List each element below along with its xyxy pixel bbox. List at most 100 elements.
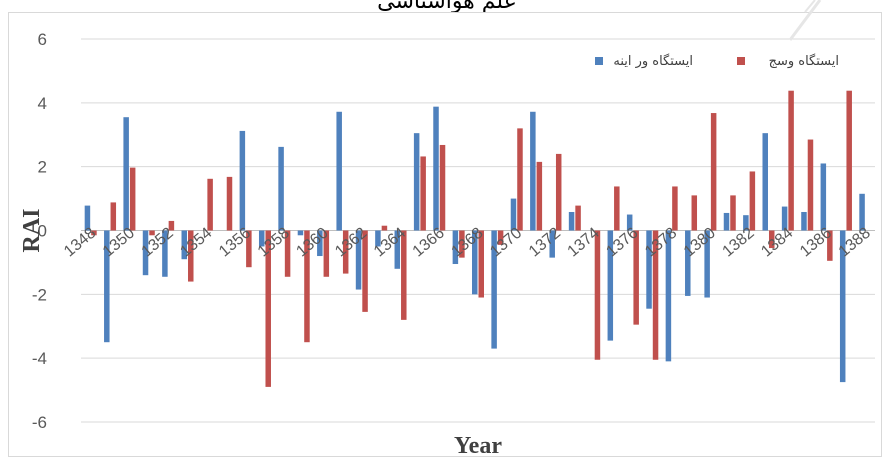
bar-series-2 (129, 167, 136, 231)
bar-series-2 (304, 230, 310, 343)
bar-series-2 (672, 186, 678, 231)
bar-series-1 (452, 230, 459, 265)
bar-series-1 (239, 130, 246, 231)
y-tick-label: -2 (32, 285, 47, 304)
bar-series-1 (820, 163, 827, 231)
bar-series-2 (788, 90, 794, 231)
bar-series-2 (265, 230, 271, 387)
bar-series-1 (278, 146, 284, 231)
bar-series-1 (181, 230, 188, 260)
bar-series-2 (478, 230, 484, 298)
bar-series-1 (607, 230, 614, 341)
legend-label-series-1: ایستگاه ور اینه (613, 53, 693, 69)
bar-series-2 (652, 230, 659, 360)
bar-series-1 (510, 198, 517, 231)
bar-series-1 (665, 230, 672, 362)
bar-series-1 (801, 211, 807, 231)
bar-series-1 (162, 230, 168, 277)
chart-frame: -6 -4 -2 0 2 4 6 1348 1350 1352 1354 1356 1358 1360 1… (8, 12, 882, 458)
bar-series-1 (123, 117, 129, 231)
bar-series-1 (704, 230, 710, 298)
bar-series-1 (859, 193, 865, 231)
bar-series-1 (685, 230, 691, 296)
bar-series-2 (730, 195, 736, 231)
bar-series-2 (207, 178, 213, 231)
bar-series-2 (846, 90, 852, 231)
bar-series-2 (575, 205, 581, 231)
bar-series-2 (555, 153, 562, 231)
bar-series-1 (375, 230, 381, 247)
legend-swatch-series-1 (595, 57, 603, 65)
bar-series-1 (104, 230, 110, 343)
bar-series-2 (807, 139, 814, 231)
y-tick-label: 0 (38, 222, 47, 241)
bar-series-1 (142, 230, 149, 276)
bar-series-1 (762, 133, 768, 231)
gridlines (81, 38, 875, 423)
bar-series-1 (258, 230, 265, 247)
legend-swatch-series-2 (737, 57, 745, 65)
bar-series-1 (317, 230, 323, 257)
y-tick-label: 2 (38, 158, 47, 177)
bar-series-2 (768, 230, 775, 249)
bar-series-2 (614, 186, 620, 231)
bar-series-2 (323, 230, 330, 277)
bar-series-1 (781, 206, 788, 231)
bar-series-1 (491, 230, 497, 349)
bar-series-2 (381, 225, 388, 231)
y-tick-labels: -6 -4 -2 0 2 4 6 (32, 30, 47, 432)
bars (84, 90, 865, 387)
bar-series-2 (749, 171, 756, 231)
bar-series-2 (710, 113, 717, 231)
bar-series-1 (530, 111, 536, 231)
bar-series-1 (568, 211, 575, 231)
bar-series-1 (646, 230, 652, 309)
bar-series-2 (459, 230, 465, 258)
y-tick-label: -4 (32, 349, 47, 368)
bar-series-1 (549, 230, 555, 258)
bar-series-2 (91, 230, 97, 236)
bar-series-2 (536, 161, 543, 231)
bar-series-2 (420, 156, 426, 231)
bar-series-1 (433, 106, 439, 231)
bar-series-2 (439, 144, 446, 231)
bar-series-2 (226, 176, 233, 231)
bar-series-2 (594, 230, 601, 360)
bar-series-1 (394, 230, 401, 269)
bar-series-1 (355, 230, 362, 290)
legend: ایستگاه ور اینه ایستگاه وسج (595, 53, 839, 69)
bar-series-2 (168, 220, 175, 231)
x-axis-title: Year (454, 433, 502, 458)
bar-series-2 (342, 230, 349, 274)
bar-series-2 (401, 230, 407, 320)
bar-series-2 (246, 230, 252, 268)
bar-series-2 (188, 230, 194, 282)
bar-series-1 (84, 205, 91, 231)
y-tick-label: 4 (38, 94, 47, 113)
bar-series-2 (827, 230, 833, 261)
bar-series-2 (517, 128, 523, 231)
bar-series-2 (497, 230, 504, 245)
bar-series-2 (110, 202, 117, 231)
y-axis-title: RAI (19, 208, 45, 252)
bar-series-2 (284, 230, 291, 277)
y-tick-label: 6 (38, 30, 47, 49)
bar-series-1 (626, 214, 633, 231)
bar-series-2 (691, 195, 698, 231)
bar-series-2 (149, 230, 155, 236)
bar-series-2 (633, 230, 639, 325)
bar-series-1 (743, 215, 749, 231)
y-tick-label: -6 (32, 413, 47, 432)
bar-series-1 (472, 230, 478, 295)
bar-series-1 (297, 230, 304, 236)
bar-series-1 (336, 111, 342, 231)
legend-label-series-2: ایستگاه وسج (769, 53, 839, 69)
bar-series-1 (723, 212, 730, 231)
x-tick-label: 1388 (836, 224, 874, 260)
x-tick-label: 1348 (61, 224, 99, 260)
bar-series-1 (413, 133, 420, 231)
page-title: علم هواشناسی (377, 0, 517, 14)
bar-series-1 (839, 230, 846, 383)
bar-series-2 (362, 230, 368, 312)
